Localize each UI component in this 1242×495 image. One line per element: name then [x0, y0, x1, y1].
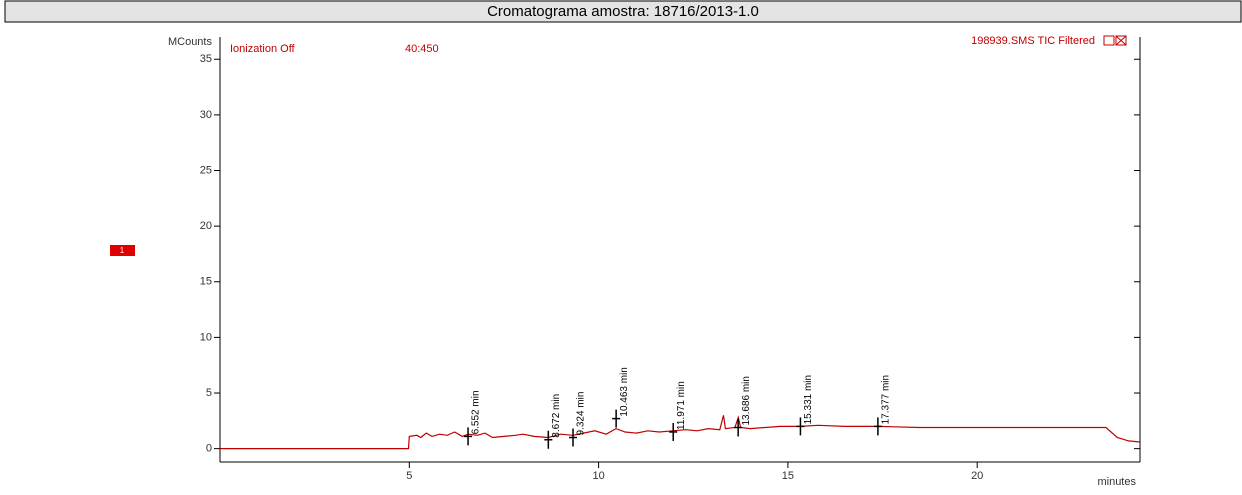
y-tick-label: 10	[200, 331, 212, 343]
peak-label: 11.971 min	[676, 381, 687, 430]
peak-label: 17.377 min	[881, 375, 892, 424]
badge	[110, 245, 135, 256]
window-icon[interactable]	[1103, 35, 1115, 46]
title-bar	[4, 0, 1242, 23]
x-tick-label: 15	[782, 470, 794, 482]
y-tick-label: 30	[200, 109, 212, 121]
close-icon-x	[1115, 35, 1127, 46]
peak-label: 9.324 min	[576, 392, 587, 436]
badge-text: 1	[120, 246, 125, 255]
peak-label: 13.686 min	[741, 376, 752, 425]
peak-label: 6.552 min	[471, 390, 482, 434]
x-tick-label: 20	[971, 470, 983, 482]
chart-title: Cromatograma amostra: 18716/2013-1.0	[487, 3, 759, 20]
x-tick-label: 10	[592, 470, 604, 482]
x-axis-label: minutes	[1097, 476, 1136, 488]
annotation: Ionization Off	[230, 43, 296, 55]
y-tick-label: 15	[200, 276, 212, 288]
close-icon[interactable]	[1115, 35, 1127, 46]
x-tick-label: 5	[406, 470, 412, 482]
y-tick-label: 20	[200, 220, 212, 232]
peak-label: 10.463 min	[619, 367, 630, 416]
peak-label: 8.672 min	[551, 394, 562, 438]
peak-label: 15.331 min	[803, 375, 814, 424]
y-tick-label: 0	[206, 443, 212, 455]
y-axis-label: MCounts	[168, 36, 213, 48]
y-tick-label: 35	[200, 53, 212, 65]
legend-entry: 198939.SMS TIC Filtered	[971, 35, 1095, 47]
y-tick-label: 25	[200, 164, 212, 176]
y-tick-label: 5	[206, 387, 212, 399]
trace	[220, 415, 1141, 450]
annotation: 40:450	[405, 43, 439, 55]
